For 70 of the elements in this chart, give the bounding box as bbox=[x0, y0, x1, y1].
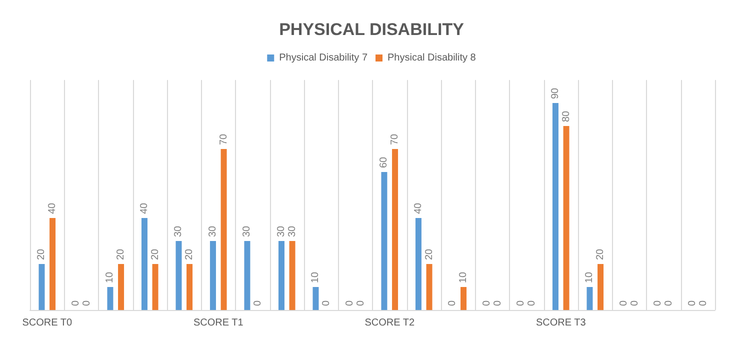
data-label: 0 bbox=[629, 300, 640, 306]
data-label: 10 bbox=[310, 271, 322, 283]
bar bbox=[210, 241, 216, 310]
data-label: 0 bbox=[652, 300, 664, 306]
bar bbox=[244, 241, 250, 310]
data-label: 20 bbox=[116, 248, 127, 260]
data-label: 30 bbox=[286, 225, 298, 237]
data-label: 0 bbox=[686, 300, 698, 306]
data-label: 90 bbox=[550, 87, 561, 99]
x-tick-label: SCORE T0 bbox=[22, 318, 72, 328]
data-label: 30 bbox=[276, 225, 287, 237]
data-label: 70 bbox=[218, 133, 230, 145]
data-label: 30 bbox=[173, 225, 184, 237]
bar bbox=[426, 264, 432, 310]
data-label: 0 bbox=[70, 300, 82, 306]
x-tick-label: SCORE T1 bbox=[193, 318, 244, 328]
x-tick-label: SCORE T3 bbox=[536, 318, 586, 328]
bar bbox=[598, 264, 604, 310]
bar bbox=[552, 103, 558, 310]
bar bbox=[118, 264, 124, 310]
data-label: 0 bbox=[664, 300, 675, 306]
x-tick-label: SCORE T2 bbox=[364, 318, 415, 328]
bar bbox=[141, 218, 148, 310]
data-label: 0 bbox=[698, 300, 709, 306]
bar bbox=[460, 287, 467, 310]
data-label: 10 bbox=[458, 271, 470, 283]
data-label: 30 bbox=[242, 225, 253, 237]
data-label: 80 bbox=[560, 110, 572, 122]
bar bbox=[152, 264, 158, 310]
data-label: 0 bbox=[321, 300, 332, 306]
data-label: 0 bbox=[355, 300, 366, 306]
data-label: 0 bbox=[252, 300, 264, 306]
data-label: 20 bbox=[424, 248, 435, 260]
bar bbox=[278, 241, 284, 310]
data-label: 20 bbox=[150, 248, 161, 260]
data-label: 0 bbox=[481, 300, 492, 306]
bar bbox=[586, 287, 593, 310]
data-label: 40 bbox=[412, 202, 424, 214]
data-label: 0 bbox=[447, 300, 458, 306]
data-label: 40 bbox=[138, 202, 150, 214]
data-label: 70 bbox=[390, 133, 401, 145]
data-label: 0 bbox=[618, 300, 630, 306]
bar bbox=[415, 218, 422, 310]
data-label: 20 bbox=[184, 248, 196, 260]
data-label: 60 bbox=[378, 156, 390, 168]
data-label: 40 bbox=[47, 202, 58, 214]
data-label: 0 bbox=[344, 300, 356, 306]
bar bbox=[312, 287, 319, 310]
data-label: 10 bbox=[584, 271, 596, 283]
bar bbox=[176, 241, 182, 310]
bar bbox=[563, 126, 570, 310]
bar bbox=[289, 241, 296, 310]
data-label: 20 bbox=[595, 248, 606, 260]
data-label: 20 bbox=[36, 248, 48, 260]
bar bbox=[186, 264, 193, 310]
bar bbox=[50, 218, 56, 310]
bar bbox=[392, 149, 398, 310]
chart-title: PHYSICAL DISABILITY bbox=[279, 20, 465, 39]
data-label: 0 bbox=[492, 300, 504, 306]
data-label: 0 bbox=[526, 300, 538, 306]
data-label: 0 bbox=[81, 300, 92, 306]
data-label: 0 bbox=[516, 300, 527, 306]
bar bbox=[220, 149, 227, 310]
data-label: 10 bbox=[104, 271, 116, 283]
bar bbox=[107, 287, 114, 310]
bar bbox=[38, 264, 45, 310]
bar bbox=[381, 172, 388, 310]
legend-label: Physical Disability 8 bbox=[388, 52, 476, 64]
data-label: 30 bbox=[207, 225, 218, 237]
legend-label: Physical Disability 7 bbox=[279, 52, 368, 64]
